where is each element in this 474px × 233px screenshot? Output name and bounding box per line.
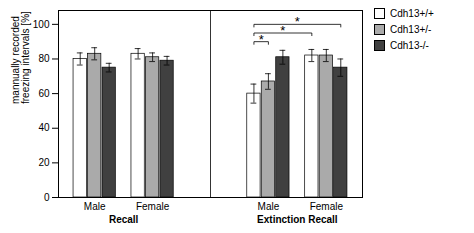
svg-text:*: *	[280, 23, 285, 38]
svg-text:*: *	[259, 32, 264, 47]
svg-text:100: 100	[33, 19, 50, 30]
svg-text:Female: Female	[136, 201, 170, 212]
svg-text:Recall: Recall	[109, 214, 139, 225]
html-text:Cdh13-/-: Cdh13-/-	[390, 40, 429, 51]
svg-text:*: *	[295, 14, 300, 29]
html-text:Cdh13+/+: Cdh13+/+	[390, 8, 434, 19]
svg-text:Male: Male	[84, 201, 106, 212]
svg-text:60: 60	[38, 88, 50, 99]
html-text:Cdh13+/-: Cdh13+/-	[390, 24, 432, 35]
svg-text:mannually recordedfreezing int: mannually recordedfreezing intervals [%]	[10, 11, 31, 104]
svg-text:0: 0	[44, 192, 50, 203]
svg-text:Extinction Recall: Extinction Recall	[257, 214, 338, 225]
svg-text:80: 80	[38, 53, 50, 64]
svg-text:40: 40	[38, 122, 50, 133]
svg-text:Male: Male	[258, 201, 280, 212]
svg-text:Female: Female	[310, 201, 344, 212]
svg-text:20: 20	[38, 157, 50, 168]
